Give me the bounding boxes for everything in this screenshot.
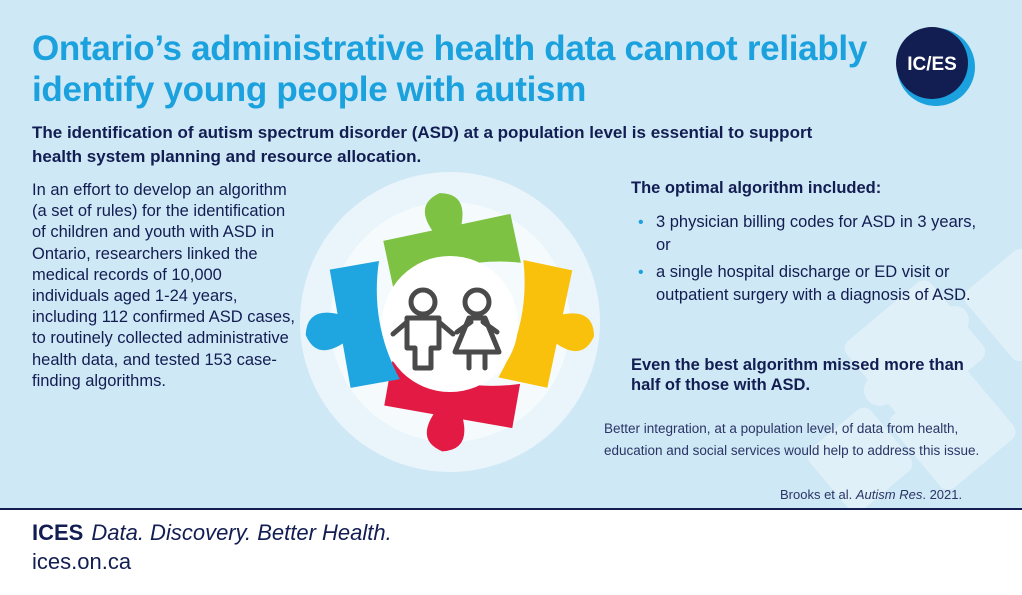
optimal-algorithm-heading: The optimal algorithm included: (631, 179, 882, 197)
citation-journal: Autism Res (855, 487, 923, 502)
list-item: • a single hospital discharge or ED visi… (636, 261, 986, 307)
footer-brand-line: ICES Data. Discovery. Better Health. (32, 520, 392, 546)
content-panel: Ontario’s administrative health data can… (0, 0, 1022, 508)
logo-text: IC/ES (907, 54, 957, 75)
bullet-icon: • (638, 214, 644, 231)
algorithm-criteria-list: • 3 physician billing codes for ASD in 3… (636, 211, 986, 311)
list-item-text: a single hospital discharge or ED visit … (656, 263, 971, 304)
subtitle: The identification of autism spectrum di… (32, 123, 813, 166)
page-title: Ontario’s administrative health data can… (32, 29, 867, 109)
key-finding: Even the best algorithm missed more than… (631, 356, 964, 394)
bullet-icon: • (638, 264, 644, 281)
girl-icon (452, 287, 502, 371)
brand-name: ICES (32, 520, 84, 545)
website-link[interactable]: ices.on.ca (32, 549, 132, 574)
puzzle-graphic (300, 172, 600, 472)
list-item-text: 3 physician billing codes for ASD in 3 y… (656, 213, 977, 254)
footer-divider (0, 508, 1022, 510)
boy-icon (390, 287, 456, 371)
background-puzzle-art (807, 248, 1022, 508)
ices-logo: IC/ES (896, 27, 975, 106)
citation-year: . 2021. (922, 487, 963, 502)
citation-authors: Brooks et al. (780, 487, 856, 502)
citation: Brooks et al. Autism Res. 2021. (780, 487, 962, 502)
recommendation-note: Better integration, at a population leve… (604, 421, 980, 458)
list-item: • 3 physician billing codes for ASD in 3… (636, 211, 986, 257)
brand-tagline: Data. Discovery. Better Health. (91, 520, 392, 545)
study-description: In an effort to develop an algorithm (a … (32, 181, 295, 390)
